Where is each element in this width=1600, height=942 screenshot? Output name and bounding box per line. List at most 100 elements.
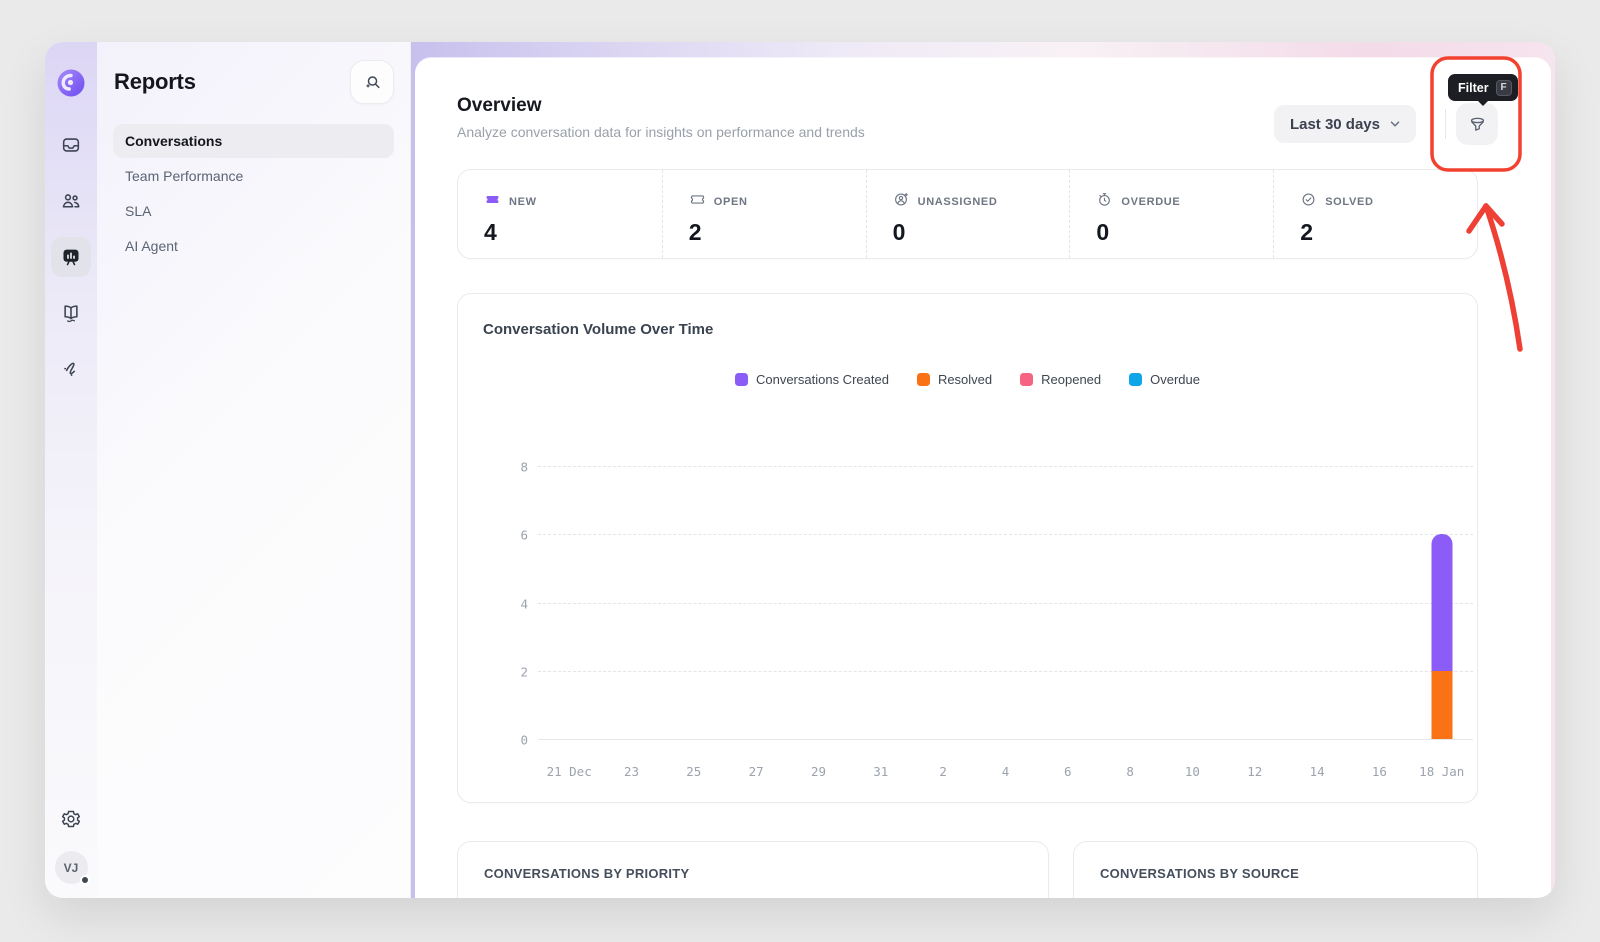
stat-overdue: OVERDUE 0 xyxy=(1069,170,1273,258)
x-tick-label: 29 xyxy=(810,764,826,779)
date-range-button[interactable]: Last 30 days xyxy=(1273,105,1416,143)
legend-item-resolved[interactable]: Resolved xyxy=(916,372,993,387)
main-area: Overview Analyze conversation data for i… xyxy=(411,42,1555,898)
sidebar-item-conversations[interactable]: Conversations xyxy=(113,124,394,158)
header-controls: Last 30 days xyxy=(1273,103,1498,145)
x-tick-label: 31 xyxy=(873,764,889,779)
stat-open: OPEN 2 xyxy=(661,170,866,258)
filter-shortcut-key: F xyxy=(1495,79,1512,96)
bottom-cards-row: CONVERSATIONS BY PRIORITY CONVERSATIONS … xyxy=(457,841,1478,898)
priority-card-title: CONVERSATIONS BY PRIORITY xyxy=(484,866,690,881)
chevron-down-icon xyxy=(1390,121,1400,127)
app-window: VJ Reports Conversations Team Performance… xyxy=(45,42,1555,898)
contacts-icon[interactable] xyxy=(51,181,91,221)
inbox-icon[interactable] xyxy=(51,125,91,165)
sidebar-item-sla[interactable]: SLA xyxy=(125,203,152,219)
stat-label: UNASSIGNED xyxy=(917,196,998,208)
stat-label: SOLVED xyxy=(1325,196,1374,208)
y-tick-label: 2 xyxy=(520,664,528,680)
icon-rail: VJ xyxy=(45,42,97,898)
app-logo-icon[interactable] xyxy=(53,65,89,101)
legend-label: Conversations Created xyxy=(755,372,889,387)
legend-swatch xyxy=(1129,373,1143,386)
reports-icon[interactable] xyxy=(51,237,91,277)
x-tick-label: 10 xyxy=(1184,764,1200,779)
chart-legend: Conversations Created Resolved Reopened Ove… xyxy=(458,372,1477,387)
stat-value: 4 xyxy=(484,219,497,245)
y-tick-label: 6 xyxy=(520,527,528,543)
legend-label: Reopened xyxy=(1041,372,1102,387)
tooltip-pointer xyxy=(1476,100,1489,106)
stat-value: 0 xyxy=(1096,219,1110,245)
stats-summary-card: NEW 4 OPEN 2 UNASSIGNED 0 OVERDUE 0 SOLVED 2 xyxy=(457,169,1478,259)
gridline xyxy=(538,670,1473,672)
legend-label: Resolved xyxy=(937,372,993,387)
x-tick-label: 16 xyxy=(1371,764,1387,779)
settings-gear-icon[interactable] xyxy=(51,799,91,839)
ticket-new-icon xyxy=(484,191,501,213)
stat-value: 2 xyxy=(1300,219,1313,245)
reports-sidebar: Reports Conversations Team Performance SLA… xyxy=(97,42,411,898)
legend-swatch xyxy=(734,373,748,386)
stat-unassigned: UNASSIGNED 0 xyxy=(865,170,1070,258)
stat-value: 2 xyxy=(688,219,702,245)
knowledge-base-icon[interactable] xyxy=(51,293,91,333)
sidebar-item-team-performance[interactable]: Team Performance xyxy=(125,168,244,184)
gridline xyxy=(538,466,1473,467)
y-tick-label: 8 xyxy=(520,459,528,475)
conversations-by-priority-card: CONVERSATIONS BY PRIORITY xyxy=(457,841,1049,898)
bar-segment-resolved xyxy=(1431,670,1453,739)
y-tick-label: 4 xyxy=(520,596,528,611)
x-tick-label: 14 xyxy=(1309,764,1325,779)
stat-solved: SOLVED 2 xyxy=(1273,170,1477,258)
legend-item-reopened[interactable]: Reopened xyxy=(1020,372,1101,387)
chart-bar-18-jan xyxy=(1431,466,1453,739)
page-title: Overview xyxy=(457,95,542,116)
x-tick-label: 18 Jan xyxy=(1419,764,1465,779)
panel-title: Reports xyxy=(114,69,196,94)
legend-item-conversations-created[interactable]: Conversations Created xyxy=(734,372,889,387)
workflows-icon[interactable] xyxy=(51,349,91,389)
stat-label: OPEN xyxy=(713,196,748,208)
legend-item-overdue[interactable]: Overdue xyxy=(1129,372,1200,387)
avatar-initials: VJ xyxy=(63,860,79,875)
filter-tooltip-label: Filter xyxy=(1458,80,1489,95)
timer-icon xyxy=(1096,191,1113,213)
x-tick-label: 8 xyxy=(1126,764,1134,779)
filter-funnel-icon xyxy=(1470,117,1484,131)
y-tick-label: 0 xyxy=(520,732,528,748)
chart-title: Conversation Volume Over Time xyxy=(483,321,714,338)
content-card: Overview Analyze conversation data for i… xyxy=(415,58,1551,898)
x-axis-labels: 21 Dec 23 25 27 29 31 2 4 6 8 10 12 14 16 18 Jan xyxy=(538,764,1473,779)
conversation-volume-card: Conversation Volume Over Time Conversati… xyxy=(457,293,1478,803)
x-tick-label: 4 xyxy=(1001,764,1010,779)
x-tick-label: 25 xyxy=(686,764,702,779)
x-tick-label: 27 xyxy=(748,764,764,779)
x-tick-label: 21 Dec xyxy=(546,764,592,779)
person-add-icon xyxy=(893,191,910,213)
sidebar-item-ai-agent[interactable]: AI Agent xyxy=(125,238,178,254)
stat-value: 0 xyxy=(892,219,906,245)
chart-plot-area xyxy=(538,466,1473,740)
x-tick-label: 6 xyxy=(1064,764,1072,779)
legend-swatch xyxy=(916,373,930,386)
x-tick-label: 23 xyxy=(623,764,640,779)
avatar[interactable]: VJ xyxy=(54,851,90,885)
search-button[interactable] xyxy=(350,60,394,104)
stat-new: NEW 4 xyxy=(458,170,662,258)
source-card-title: CONVERSATIONS BY SOURCE xyxy=(1100,866,1300,881)
status-dot xyxy=(79,875,90,885)
stat-label: NEW xyxy=(509,196,537,208)
gridline xyxy=(538,534,1473,536)
ticket-open-icon xyxy=(689,191,706,213)
check-circle-icon xyxy=(1300,191,1317,213)
page-subtitle: Analyze conversation data for insights o… xyxy=(457,124,865,140)
legend-swatch xyxy=(1020,373,1034,386)
x-tick-label: 12 xyxy=(1247,764,1263,779)
gridline xyxy=(538,602,1473,604)
conversations-by-source-card: CONVERSATIONS BY SOURCE xyxy=(1073,841,1478,898)
stat-label: OVERDUE xyxy=(1121,196,1181,208)
controls-divider xyxy=(1445,109,1446,139)
x-axis-baseline xyxy=(538,739,1473,740)
filter-button[interactable] xyxy=(1456,103,1498,145)
